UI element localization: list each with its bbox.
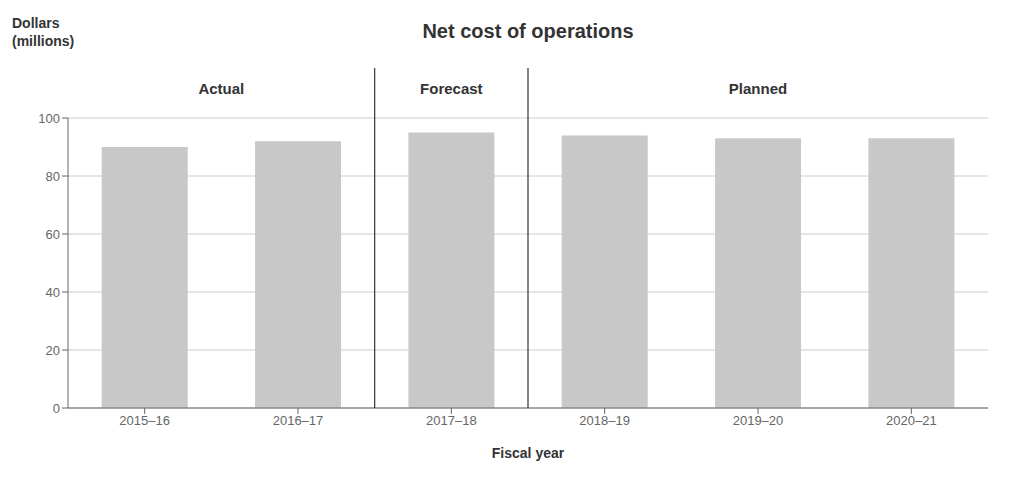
svg-text:Dollars: Dollars xyxy=(12,15,60,31)
svg-text:(millions): (millions) xyxy=(12,33,74,49)
svg-text:Fiscal year: Fiscal year xyxy=(492,445,565,461)
svg-text:2019–20: 2019–20 xyxy=(733,413,784,428)
svg-text:20: 20 xyxy=(46,343,60,358)
svg-text:2020–21: 2020–21 xyxy=(886,413,937,428)
svg-text:2018–19: 2018–19 xyxy=(579,413,630,428)
svg-text:2017–18: 2017–18 xyxy=(426,413,477,428)
svg-text:Net cost of operations: Net cost of operations xyxy=(422,20,633,42)
svg-text:Forecast: Forecast xyxy=(420,80,483,97)
svg-text:100: 100 xyxy=(38,111,60,126)
svg-text:40: 40 xyxy=(46,285,60,300)
svg-text:Planned: Planned xyxy=(729,80,787,97)
svg-text:2016–17: 2016–17 xyxy=(273,413,324,428)
svg-text:60: 60 xyxy=(46,227,60,242)
svg-text:Actual: Actual xyxy=(198,80,244,97)
svg-text:2015–16: 2015–16 xyxy=(119,413,170,428)
svg-text:80: 80 xyxy=(46,169,60,184)
svg-text:0: 0 xyxy=(53,401,60,416)
